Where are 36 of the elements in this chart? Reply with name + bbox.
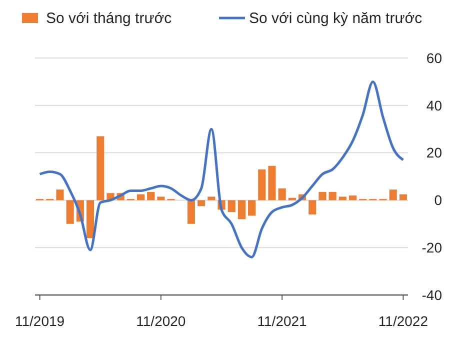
bar [258,169,266,200]
bar [136,194,145,200]
bar [198,200,206,206]
bar [86,200,94,238]
y-tick-label: -20 [422,240,442,256]
x-tick-label: 11/2021 [257,313,308,329]
bar [308,200,316,214]
bar [278,188,286,200]
y-tick-label: -40 [422,286,442,303]
bar [348,195,357,200]
y-tick-label: 20 [426,144,442,161]
bar [208,196,216,200]
x-tick-label: 11/2020 [136,313,186,329]
legend-label: So với tháng trước [46,10,172,27]
bar [268,166,276,200]
bar [96,136,104,200]
bar [238,200,246,220]
bar [157,196,165,200]
bar [338,196,346,200]
bar [66,200,74,224]
bar [187,200,195,224]
y-tick-label: 60 [426,50,442,66]
x-tick-label: 11/2019 [15,313,65,329]
legend-label: So với cùng kỳ năm trước [249,10,423,27]
bar [389,190,397,200]
bar [56,190,64,200]
line-series [38,80,404,258]
x-tick-label: 11/2022 [378,313,428,329]
bar [228,200,236,212]
y-tick-label: 40 [426,97,442,114]
bar [248,200,256,216]
bar [318,192,326,200]
y-tick-label: 0 [434,192,442,208]
bar [399,194,407,200]
bar [328,192,336,200]
bar [147,192,155,200]
